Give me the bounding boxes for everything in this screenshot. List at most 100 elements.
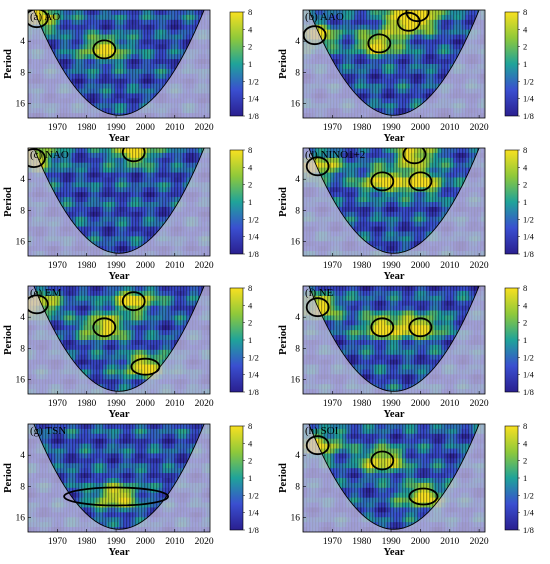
colorbar-tick-label: 2 [248,180,252,190]
y-tick-label: 4 [295,37,300,47]
x-tick-label: 1990 [382,261,401,271]
colorbar-tick-label: 1/2 [523,76,534,86]
x-tick-label: 2000 [136,261,155,271]
colorbar-tick-label: 4 [248,24,253,34]
cone-of-influence-shade [303,148,485,256]
significance-contour [370,171,395,192]
colorbar-tick-label: 1/2 [523,214,534,224]
colorbar-tick-label: 8 [248,7,252,17]
colorbar [504,11,519,117]
colorbar-tick-label: 1 [523,197,527,207]
panel-title: (a) AO [30,11,60,23]
y-tick-label: 8 [20,68,25,78]
colorbar [229,149,244,255]
x-tick-label: 2020 [470,123,489,133]
panel-title: (c) NAO [30,149,69,161]
x-tick-label: 2010 [165,261,184,271]
colorbar-tick-label: 1/4 [248,94,260,104]
colorbar-tick-label: 1/4 [248,232,260,242]
x-tick-label: 1990 [382,123,401,133]
plot-frame [302,147,486,257]
colorbar-tick-label: 1 [523,59,527,69]
colorbar-tick-label: 1 [248,197,252,207]
colorbar-tick-label: 2 [248,42,252,52]
significance-contour [305,156,330,177]
colorbar-tick-label: 4 [523,24,528,34]
x-tick-label: 2000 [136,123,155,133]
colorbar [504,149,519,255]
colorbar-tick-label: 1/8 [523,111,534,121]
colorbar-tick-label: 1 [248,59,252,69]
y-tick-label: 16 [16,100,26,110]
x-tick-label: 2010 [440,123,459,133]
x-tick-label: 1970 [48,261,67,271]
significance-contour [92,39,117,60]
colorbar-tick-label: 1/4 [523,232,535,242]
x-axis-label: Year [384,271,405,282]
x-tick-label: 2000 [411,123,430,133]
y-tick-label: 16 [16,238,26,248]
significance-contour [28,10,49,29]
colorbar-tick-label: 4 [248,162,253,172]
y-tick-label: 8 [295,68,300,78]
colorbar-tick-label: 1/4 [523,94,535,104]
y-tick-label: 4 [20,37,25,47]
colorbar-tick-label: 8 [523,7,527,17]
significance-contour [408,171,433,192]
x-axis-label: Year [384,133,405,144]
significance-contour [303,25,327,46]
y-tick-label: 4 [20,175,25,185]
y-tick-label: 4 [295,175,300,185]
x-tick-label: 1980 [77,123,96,133]
cone-of-influence-line [308,10,480,116]
colorbar-tick-label: 8 [523,145,527,155]
x-tick-label: 1980 [352,123,371,133]
significance-contour [28,148,46,168]
y-axis-label: Period [3,49,14,79]
y-tick-label: 16 [291,238,301,248]
x-tick-label: 2020 [195,261,214,271]
cone-of-influence-line [33,10,205,116]
colorbar-tick-label: 8 [248,145,252,155]
x-tick-label: 2000 [411,261,430,271]
y-tick-label: 16 [291,100,301,110]
y-tick-label: 8 [20,206,25,216]
cone-of-influence-shade [28,10,210,118]
cone-of-influence-line [308,148,480,254]
wavelet-panel: (a) AO 1970 1980 1990 2000 2010 2020 Year 4 8 16 Pe… [3,7,260,144]
colorbar [229,11,244,117]
colorbar-tick-label: 1/2 [248,214,259,224]
significance-contour [367,33,392,54]
x-tick-label: 1980 [77,261,96,271]
x-tick-label: 2020 [470,261,489,271]
cone-of-influence-shade [28,148,210,256]
x-axis-label: Year [109,133,130,144]
panel-title: (b) AAO [305,11,344,23]
colorbar-tick-label: 1/8 [248,111,259,121]
cone-of-influence-shade [303,10,485,118]
x-tick-label: 1990 [107,123,126,133]
y-axis-label: Period [3,187,14,217]
y-tick-label: 8 [295,206,300,216]
significance-contour [121,148,146,163]
x-tick-label: 2010 [440,261,459,271]
x-tick-label: 2010 [165,123,184,133]
plot-frame [27,147,211,257]
y-axis-label: Period [278,187,289,217]
y-axis-label: Period [278,49,289,79]
plot-frame [302,9,486,119]
x-tick-label: 1970 [48,123,67,133]
x-tick-label: 1970 [323,261,342,271]
x-tick-label: 2020 [195,123,214,133]
significance-contour [402,148,427,165]
colorbar-tick-label: 1/2 [248,76,259,86]
significance-contour [405,10,430,23]
colorbar-tick-label: 1/8 [248,249,259,259]
colorbar-tick-label: 4 [523,162,528,172]
colorbar-tick-label: 1/8 [523,249,534,259]
